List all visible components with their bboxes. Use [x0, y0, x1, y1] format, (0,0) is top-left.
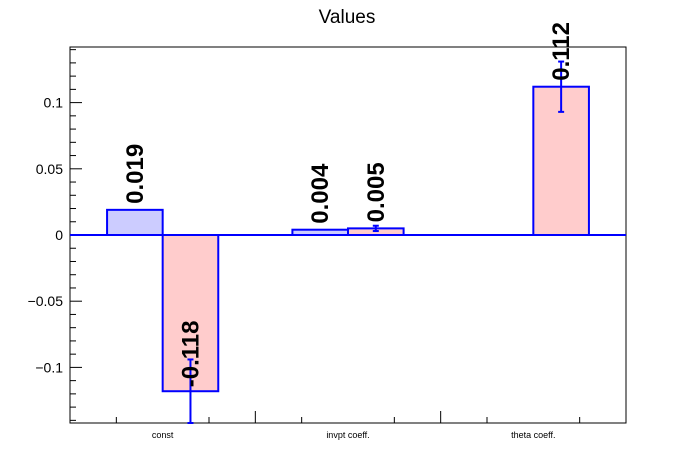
x-axis: const invpt coeff. theta coeff.: [69, 411, 627, 440]
x-tick-label: const: [152, 430, 174, 440]
error-bars: [187, 60, 565, 424]
data-label: 0.005: [363, 162, 390, 222]
data-label: 0.004: [307, 163, 334, 224]
y-tick-label: 0.05: [36, 161, 63, 177]
y-tick-label: 0: [55, 227, 63, 243]
bar: [106, 208, 164, 237]
y-tick-label: 0.1: [44, 95, 64, 111]
y-tick-label: −0.1: [35, 359, 63, 375]
y-axis: 0.1 0.05 0 −0.05 −0.1: [28, 49, 82, 421]
data-label: -0.118: [177, 320, 204, 387]
x-tick-label: invpt coeff.: [326, 430, 369, 440]
data-labels: 0.019 0.004 -0.118 0.005 0.112: [122, 22, 575, 387]
data-label: 0.019: [122, 144, 149, 204]
x-tick-label: theta coeff.: [511, 430, 555, 440]
y-tick-label: −0.05: [28, 293, 64, 309]
data-label: 0.112: [548, 22, 575, 81]
chart-title: Values: [319, 7, 376, 28]
